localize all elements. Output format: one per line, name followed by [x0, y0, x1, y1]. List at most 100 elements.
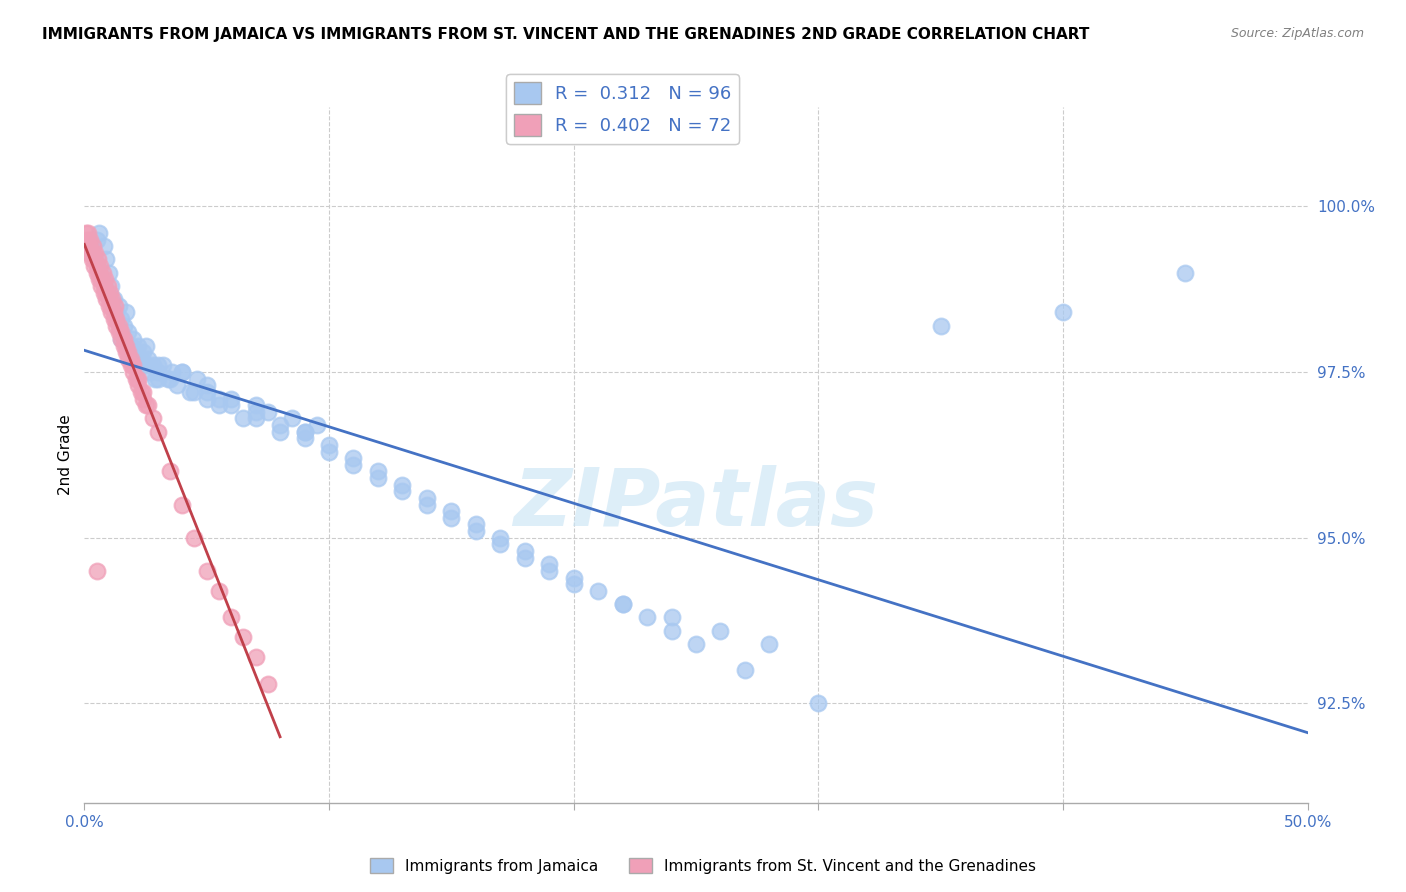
Point: [734, 663, 756, 677]
Text: IMMIGRANTS FROM JAMAICA VS IMMIGRANTS FROM ST. VINCENT AND THE GRENADINES 2ND GR: IMMIGRANTS FROM JAMAICA VS IMMIGRANTS FR…: [42, 27, 1090, 42]
Point: [513, 544, 536, 558]
Point: [172, 365, 194, 379]
Point: [90, 279, 112, 293]
Point: [162, 365, 184, 379]
Point: [612, 597, 634, 611]
Point: [127, 338, 149, 352]
Point: [101, 292, 124, 306]
Point: [294, 431, 316, 445]
Point: [104, 299, 127, 313]
Point: [156, 372, 179, 386]
Point: [142, 359, 165, 373]
Point: [143, 372, 166, 386]
Point: [127, 372, 149, 386]
Point: [245, 398, 267, 412]
Point: [159, 372, 181, 386]
Point: [232, 411, 254, 425]
Point: [91, 266, 114, 280]
Point: [709, 624, 731, 638]
Point: [391, 484, 413, 499]
Point: [245, 405, 267, 419]
Point: [612, 597, 634, 611]
Point: [122, 359, 145, 373]
Point: [367, 471, 389, 485]
Point: [146, 359, 169, 373]
Point: [166, 378, 188, 392]
Point: [586, 583, 609, 598]
Point: [294, 425, 316, 439]
Point: [281, 411, 304, 425]
Point: [127, 378, 149, 392]
Point: [107, 299, 129, 313]
Point: [115, 305, 138, 319]
Point: [132, 345, 155, 359]
Point: [103, 292, 125, 306]
Point: [636, 610, 658, 624]
Point: [115, 338, 138, 352]
Point: [294, 425, 316, 439]
Point: [195, 378, 218, 392]
Point: [87, 226, 110, 240]
Point: [929, 318, 952, 333]
Point: [76, 233, 98, 247]
Point: [117, 351, 139, 366]
Point: [219, 392, 242, 406]
Point: [97, 299, 120, 313]
Point: [75, 226, 97, 240]
Point: [93, 285, 115, 300]
Point: [464, 524, 486, 538]
Point: [807, 697, 830, 711]
Point: [152, 359, 174, 373]
Point: [391, 477, 413, 491]
Point: [87, 272, 110, 286]
Point: [440, 511, 463, 525]
Y-axis label: 2nd Grade: 2nd Grade: [58, 415, 73, 495]
Point: [80, 245, 103, 260]
Point: [107, 318, 129, 333]
Point: [269, 425, 291, 439]
Point: [110, 312, 132, 326]
Point: [195, 564, 218, 578]
Point: [758, 637, 780, 651]
Point: [77, 239, 100, 253]
Point: [135, 338, 157, 352]
Point: [464, 517, 486, 532]
Point: [183, 531, 205, 545]
Point: [100, 279, 122, 293]
Point: [661, 610, 683, 624]
Point: [318, 438, 340, 452]
Point: [117, 326, 139, 340]
Point: [97, 279, 120, 293]
Point: [93, 279, 115, 293]
Legend: R =  0.312   N = 96, R =  0.402   N = 72: R = 0.312 N = 96, R = 0.402 N = 72: [506, 74, 738, 144]
Point: [87, 266, 110, 280]
Point: [97, 292, 120, 306]
Point: [110, 326, 132, 340]
Point: [77, 226, 100, 240]
Point: [208, 398, 231, 412]
Point: [86, 564, 108, 578]
Point: [416, 491, 439, 505]
Point: [107, 326, 129, 340]
Point: [80, 252, 103, 267]
Point: [112, 318, 135, 333]
Point: [120, 338, 142, 352]
Point: [105, 305, 128, 319]
Point: [146, 372, 169, 386]
Point: [86, 266, 108, 280]
Point: [179, 384, 201, 399]
Point: [100, 305, 122, 319]
Point: [318, 444, 340, 458]
Point: [90, 272, 112, 286]
Point: [257, 676, 280, 690]
Point: [146, 425, 169, 439]
Point: [159, 465, 181, 479]
Point: [305, 418, 328, 433]
Point: [195, 384, 218, 399]
Point: [208, 392, 231, 406]
Point: [1174, 266, 1197, 280]
Point: [416, 498, 439, 512]
Point: [172, 498, 194, 512]
Point: [93, 239, 115, 253]
Point: [86, 259, 108, 273]
